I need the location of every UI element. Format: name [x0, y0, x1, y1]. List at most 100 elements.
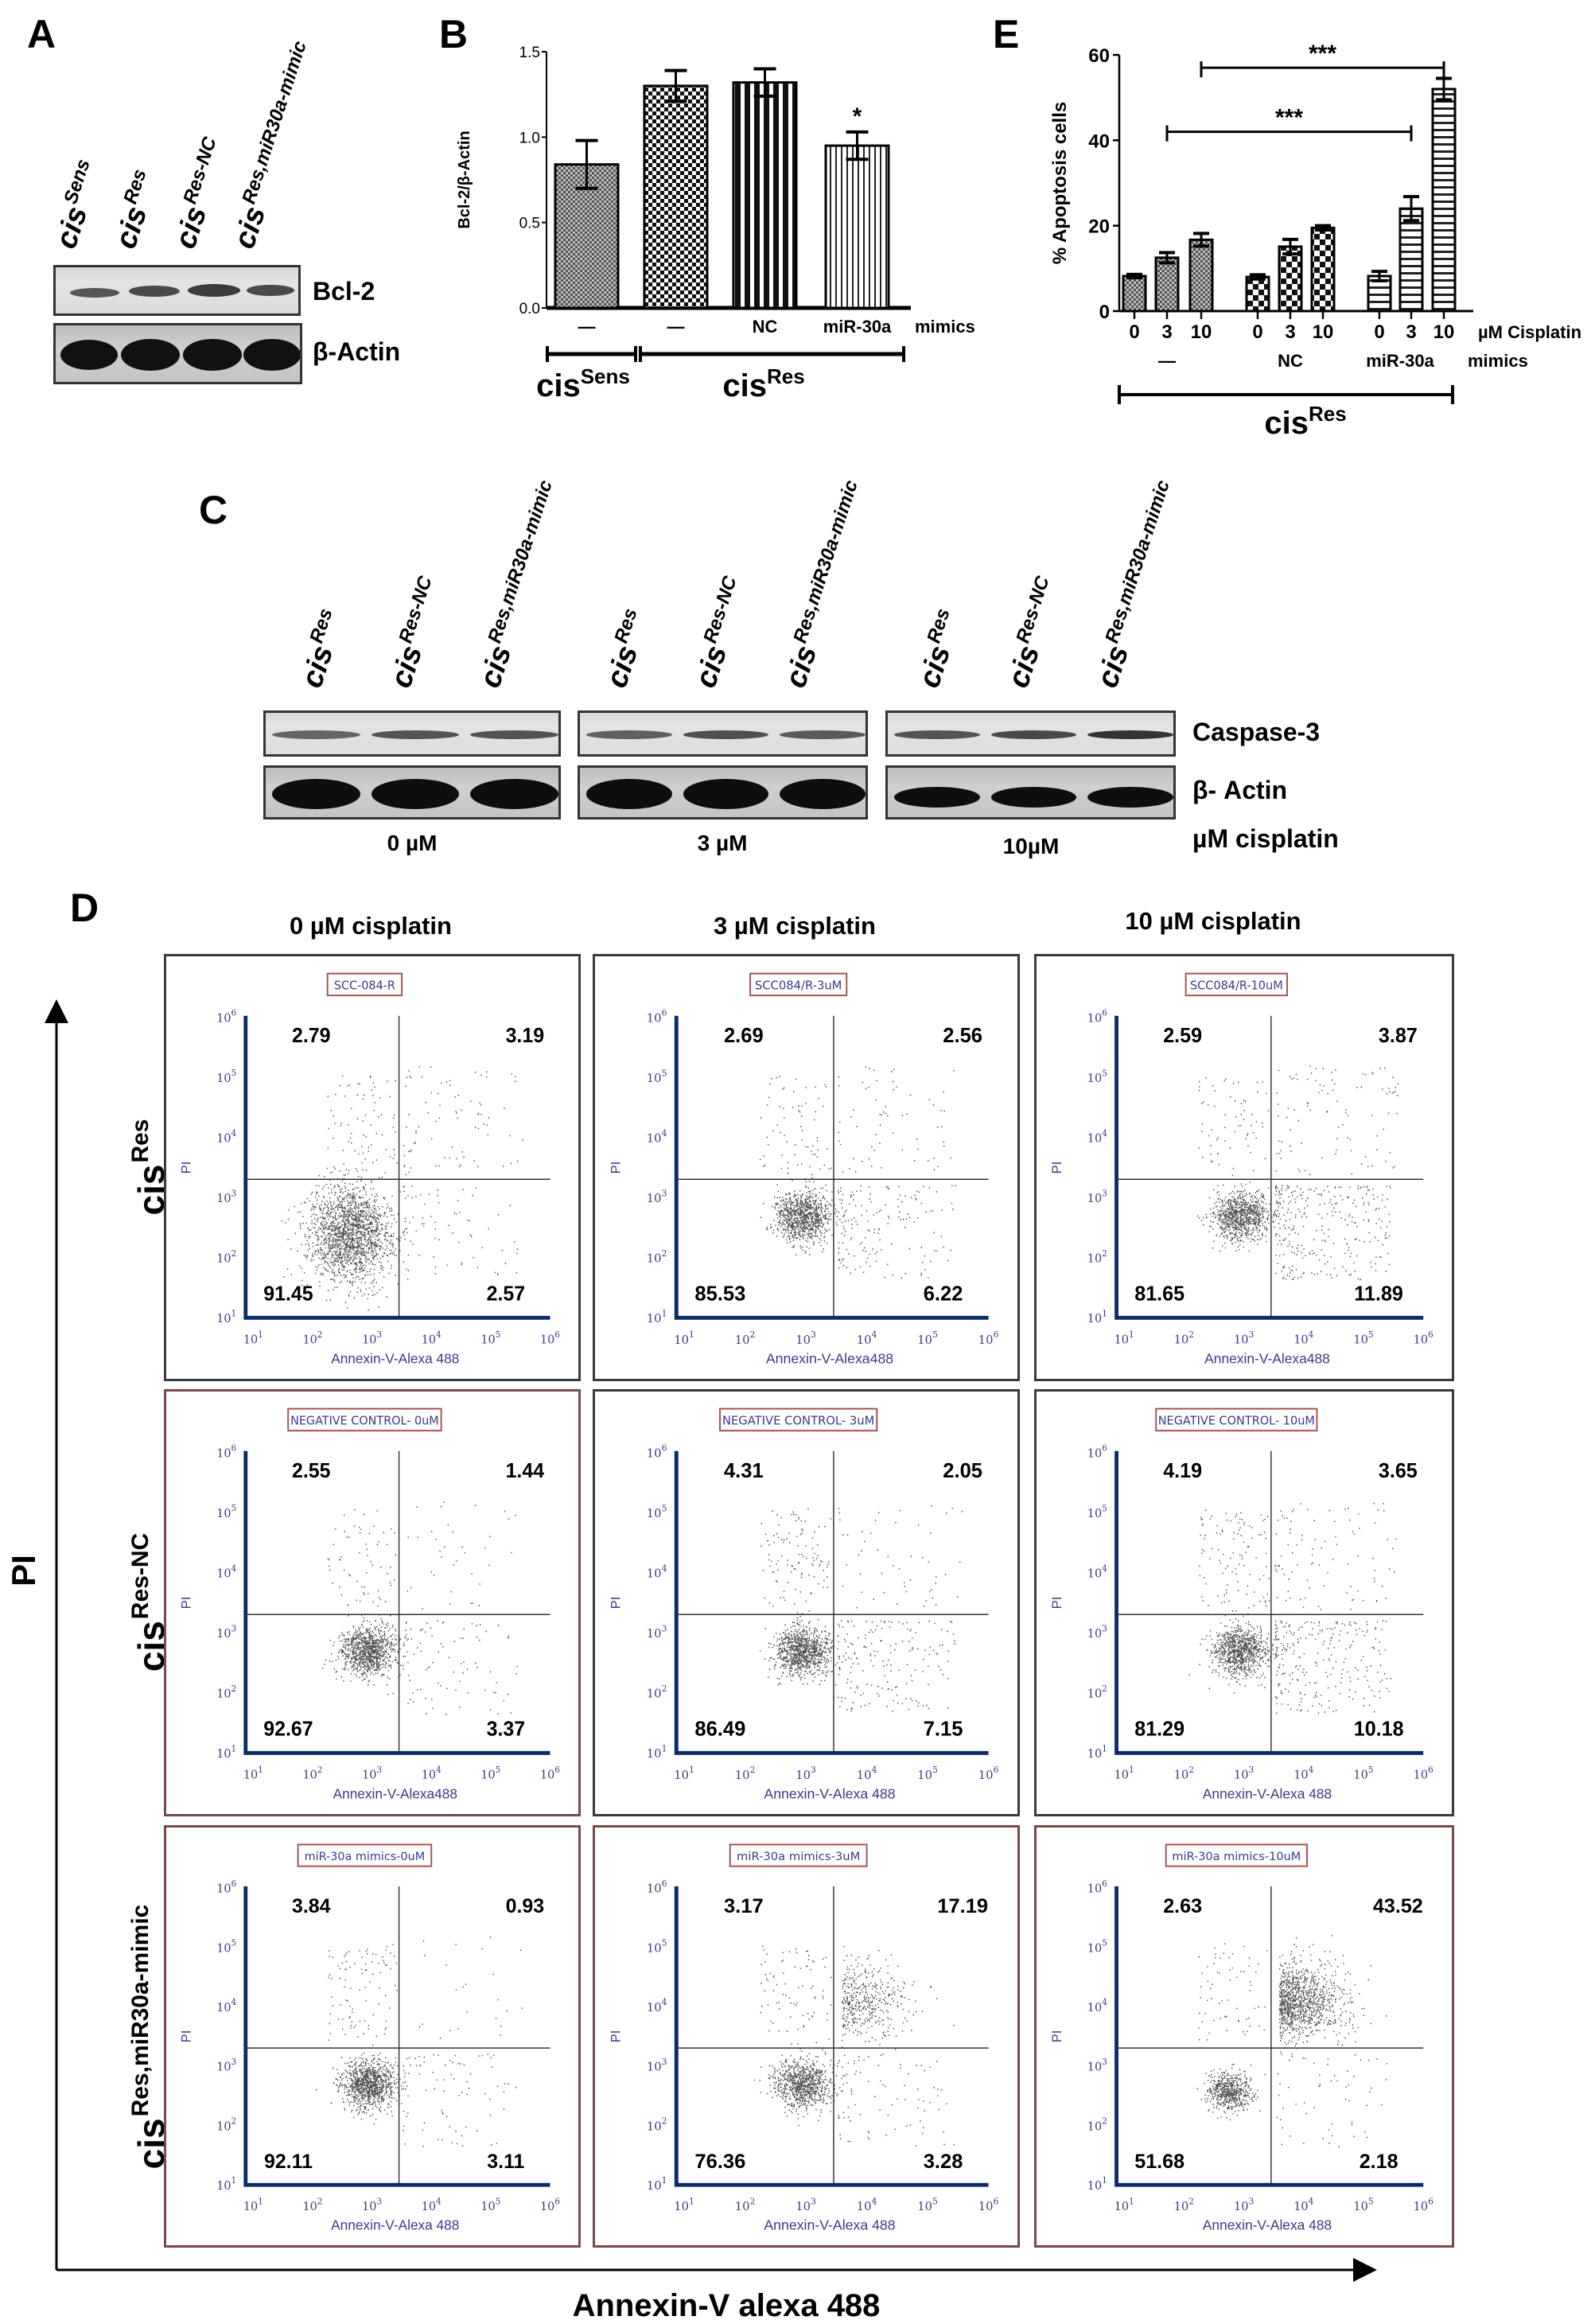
y-tick-label: 101	[216, 1308, 236, 1325]
quadrant-value-ur: 1.44	[506, 1460, 545, 1482]
tick-exponent: 1	[1129, 2196, 1134, 2206]
bar	[824, 144, 890, 309]
band	[243, 339, 300, 371]
tick-base: 10	[216, 1192, 231, 1205]
significance-marker: ***	[1275, 105, 1303, 131]
tick-base: 10	[857, 2200, 872, 2213]
tick-base: 10	[1087, 2002, 1102, 2015]
band	[70, 288, 119, 298]
tick-base: 10	[1353, 2201, 1367, 2213]
dose-label: 3	[1285, 321, 1295, 343]
tick-base: 10	[216, 2120, 231, 2133]
dose-label: 10	[1433, 321, 1455, 343]
tick-base: 10	[216, 1011, 231, 1025]
tick-base: 10	[1087, 1747, 1102, 1761]
dose-label-10: 10µM	[1002, 834, 1060, 858]
scatter-events	[753, 1945, 955, 2147]
tick-exponent: 6	[662, 1443, 667, 1454]
tick-base: 10	[647, 1252, 662, 1266]
tick-base: 10	[978, 1333, 994, 1347]
category-label: NC	[753, 317, 778, 337]
tick-exponent: 4	[662, 1128, 667, 1139]
gate-title: SCC084/R-3uM	[755, 979, 842, 992]
tick-base: 10	[243, 1769, 258, 1782]
tick-base: 10	[216, 1252, 231, 1266]
y-tick-label: 40	[1088, 130, 1110, 152]
caspase3-blot	[263, 710, 561, 757]
x-tick-label: 102	[1174, 1765, 1194, 1782]
actin-blot-c	[578, 765, 868, 819]
dose-label: 0	[1374, 321, 1384, 343]
y-tick-label: 101	[1087, 1743, 1107, 1761]
x-tick-label: 104	[422, 2196, 442, 2213]
flow-plot: SCC084/R-3uM 101 101 102 102 103 103 104 104 105 1…	[593, 954, 1020, 1381]
y-tick-label: 105	[216, 1937, 236, 1955]
y-axis-label: PI	[1050, 2030, 1064, 2043]
tick-exponent: 4	[436, 1765, 442, 1775]
y-axis-label: PI	[180, 2030, 194, 2043]
tick-base: 10	[216, 1567, 231, 1580]
y-tick-label: 106	[216, 1443, 236, 1461]
x-tick-label: 103	[362, 2196, 382, 2213]
flow-plot: NEGATIVE CONTROL- 10uM 101 101 102 102 103 103…	[1034, 1389, 1454, 1816]
quadrant-value-ll: 51.68	[1134, 2151, 1184, 2173]
y-tick-label: 103	[216, 1623, 236, 1641]
plot-axes	[243, 1886, 550, 2187]
y-tick-label: 105	[647, 1938, 667, 1956]
dose-label: 3	[1406, 321, 1416, 343]
tick-base: 10	[243, 1333, 258, 1347]
band	[586, 779, 672, 809]
tick-exponent: 4	[1309, 1765, 1314, 1775]
quadrant-value-ul: 2.69	[724, 1025, 764, 1047]
y-tick-label: 104	[1087, 1563, 1107, 1581]
tick-exponent: 1	[231, 1308, 237, 1318]
y-tick-label: 101	[1087, 1308, 1107, 1325]
gate-title: NEGATIVE CONTROL- 3uM	[722, 1414, 874, 1427]
label-superscript: Res	[1309, 402, 1347, 426]
x-tick-label: 101	[1114, 2196, 1134, 2213]
actin-blot-a	[53, 323, 302, 384]
tick-base: 10	[1087, 1688, 1102, 1701]
tick-exponent: 5	[1102, 1068, 1107, 1078]
panel-label-a: A	[27, 12, 56, 56]
band	[470, 779, 558, 809]
tick-exponent: 4	[662, 1997, 667, 2007]
category-suffix: mimics	[915, 317, 975, 337]
y-tick-label: 0	[1099, 302, 1110, 323]
y-tick-label: 20	[1088, 216, 1110, 238]
tick-exponent: 3	[662, 1188, 667, 1198]
y-tick-label: 102	[1087, 1684, 1107, 1701]
tick-exponent: 5	[231, 1503, 237, 1513]
gate-title: SCC084/R-10uM	[1190, 979, 1283, 992]
y-tick-label: 102	[216, 2116, 236, 2133]
tick-exponent: 2	[1102, 2116, 1107, 2127]
tick-exponent: 6	[1102, 1443, 1107, 1454]
treatment-label: miR-30a	[1366, 351, 1434, 371]
tick-exponent: 1	[231, 1743, 237, 1754]
treatment-label: —	[1158, 351, 1176, 371]
tick-base: 10	[540, 2201, 554, 2213]
tick-base: 10	[1414, 1333, 1428, 1347]
tick-exponent: 5	[932, 2197, 938, 2207]
x-tick-label: 101	[243, 1329, 263, 1347]
tick-base: 10	[302, 1333, 317, 1347]
group-label: cisRes	[722, 364, 804, 403]
tick-base: 10	[216, 2180, 231, 2193]
tick-exponent: 1	[662, 1743, 667, 1754]
tick-exponent: 3	[1248, 1329, 1254, 1340]
x-tick-label: 106	[540, 1329, 560, 1347]
quadrant-value-lr: 3.37	[487, 1718, 526, 1740]
band	[188, 284, 240, 297]
tick-base: 10	[647, 1132, 662, 1146]
treatment-suffix: mimics	[1468, 351, 1528, 371]
band	[272, 730, 360, 739]
label-superscript: Res	[767, 364, 805, 388]
tick-exponent: 3	[811, 1765, 816, 1775]
scatter-events	[759, 1066, 956, 1279]
tick-exponent: 3	[662, 2057, 667, 2067]
bar	[1398, 207, 1424, 313]
tick-base: 10	[362, 1333, 376, 1347]
x-tick-label: 103	[796, 1765, 816, 1782]
x-axis-label: Annexin-V-Alexa 488	[764, 1785, 895, 1801]
plot-axes	[1114, 1015, 1424, 1320]
